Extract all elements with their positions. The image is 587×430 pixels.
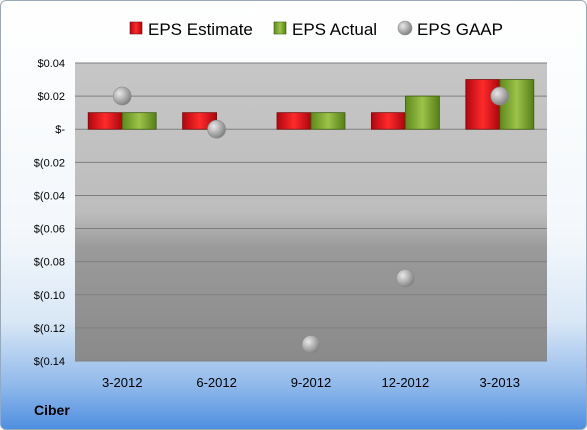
y-tick-label: $(0.08 — [34, 257, 65, 269]
y-axis-ticks: $0.04 $0.02 $- $(0.02 $(0.04 $(0.06 $(0.08 $(0.… — [34, 58, 66, 368]
x-tick-label: 12-2012 — [382, 375, 430, 390]
legend: EPS Estimate EPS Actual EPS GAAP — [129, 20, 503, 39]
eps-gaap-marker — [490, 86, 510, 106]
legend-eps-estimate-swatch — [129, 21, 143, 35]
eps-actual-bar — [404, 95, 440, 130]
y-tick-label: $(0.14 — [34, 356, 65, 368]
legend-eps-actual-label: EPS Actual — [292, 20, 377, 39]
y-tick-label: $(0.12 — [34, 323, 65, 335]
eps-gaap-marker — [112, 86, 132, 106]
legend-eps-actual-swatch — [273, 21, 287, 35]
eps-actual-bar — [499, 79, 535, 130]
eps-estimate-bar — [276, 112, 312, 130]
y-tick-label: $0.04 — [37, 58, 65, 70]
x-tick-label: 3-2012 — [102, 375, 142, 390]
eps-gaap-marker — [396, 268, 415, 288]
bars — [87, 79, 535, 130]
gaap-markers — [112, 86, 510, 354]
company-label: Ciber — [34, 402, 70, 418]
y-tick-label: $(0.02 — [34, 157, 65, 169]
eps-gaap-marker — [207, 119, 226, 139]
y-tick-label: $- — [55, 124, 65, 136]
x-axis-ticks: 3-2012 6-2012 9-2012 12-2012 3-2013 — [102, 375, 520, 390]
y-tick-label: $0.02 — [37, 91, 65, 103]
legend-eps-gaap-label: EPS GAAP — [417, 20, 503, 39]
y-tick-label: $(0.04 — [34, 190, 65, 202]
x-tick-label: 3-2013 — [480, 375, 520, 390]
y-tick-label: $(0.10 — [34, 290, 65, 302]
y-tick-label: $(0.06 — [34, 224, 65, 236]
eps-estimate-bar — [465, 79, 501, 130]
eps-gaap-marker — [301, 335, 321, 354]
x-tick-label: 6-2012 — [196, 375, 236, 390]
eps-estimate-bar — [370, 112, 406, 130]
eps-actual-bar — [310, 112, 346, 130]
eps-estimate-bar — [87, 112, 123, 130]
legend-eps-gaap-swatch — [397, 20, 413, 36]
x-tick-label: 9-2012 — [291, 375, 331, 390]
eps-actual-bar — [121, 112, 157, 130]
legend-eps-estimate-label: EPS Estimate — [148, 20, 253, 39]
